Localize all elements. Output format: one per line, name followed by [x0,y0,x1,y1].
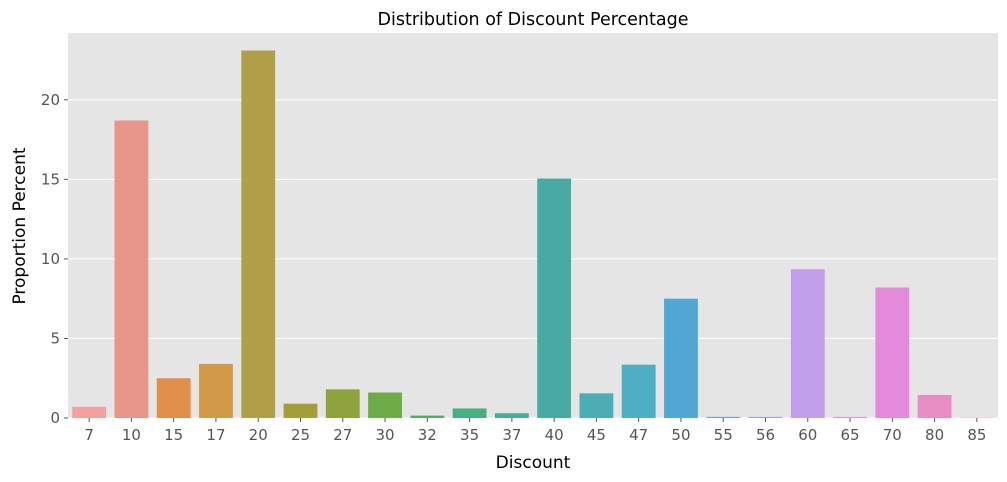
bar-60 [790,269,825,418]
bar-30 [368,392,402,418]
x-tick-label: 45 [587,426,606,444]
bar-25 [283,403,318,418]
bars [72,50,994,418]
x-axis-ticks: 7 10 15 17 20 25 27 30 32 35 37 40 45 47 50 55 56 60 65 70 8… [84,418,986,444]
bar-35 [452,408,487,418]
x-tick-label: 47 [629,426,648,444]
x-tick-label: 50 [671,426,690,444]
y-tick-label: 5 [50,329,60,347]
x-tick-label: 85 [967,426,986,444]
bar-17 [199,363,233,418]
x-tick-label: 27 [333,426,352,444]
x-axis-label: Discount [496,453,571,473]
y-tick-label: 10 [41,250,60,268]
bar-40 [537,178,572,418]
x-tick-label: 17 [206,426,225,444]
y-tick-label: 20 [41,91,60,109]
bar-70 [875,287,910,418]
bar-15 [156,378,191,418]
x-tick-label: 32 [418,426,437,444]
x-tick-label: 80 [925,426,944,444]
bar-45 [579,393,614,418]
x-tick-label: 35 [460,426,479,444]
y-tick-label: 15 [41,170,60,188]
bar-7 [72,406,107,418]
bar-32 [410,415,445,418]
bar-37 [494,413,529,418]
y-axis-ticks: 0 5 10 15 20 [41,91,68,427]
x-tick-label: 15 [164,426,183,444]
chart-title: Distribution of Discount Percentage [378,10,689,30]
x-tick-label: 40 [545,426,564,444]
x-tick-label: 20 [249,426,268,444]
plot-area-background [68,33,998,418]
y-tick-label: 0 [50,409,60,427]
bar-10 [114,120,149,418]
bar-56 [748,416,783,418]
x-tick-label: 70 [883,426,902,444]
bar-47 [621,364,656,418]
bar-80 [917,394,952,418]
x-tick-label: 56 [756,426,775,444]
x-tick-label: 65 [840,426,859,444]
bar-65 [833,416,867,418]
x-tick-label: 60 [798,426,817,444]
x-tick-label: 30 [375,426,394,444]
x-tick-label: 37 [502,426,521,444]
y-axis-label: Proportion Percent [10,147,30,304]
x-tick-label: 25 [291,426,310,444]
bar-20 [241,50,276,418]
x-tick-label: 7 [84,426,94,444]
bar-50 [664,298,698,418]
bar-55 [706,416,741,418]
x-tick-label: 55 [714,426,733,444]
bar-27 [325,389,360,418]
x-tick-label: 10 [122,426,141,444]
